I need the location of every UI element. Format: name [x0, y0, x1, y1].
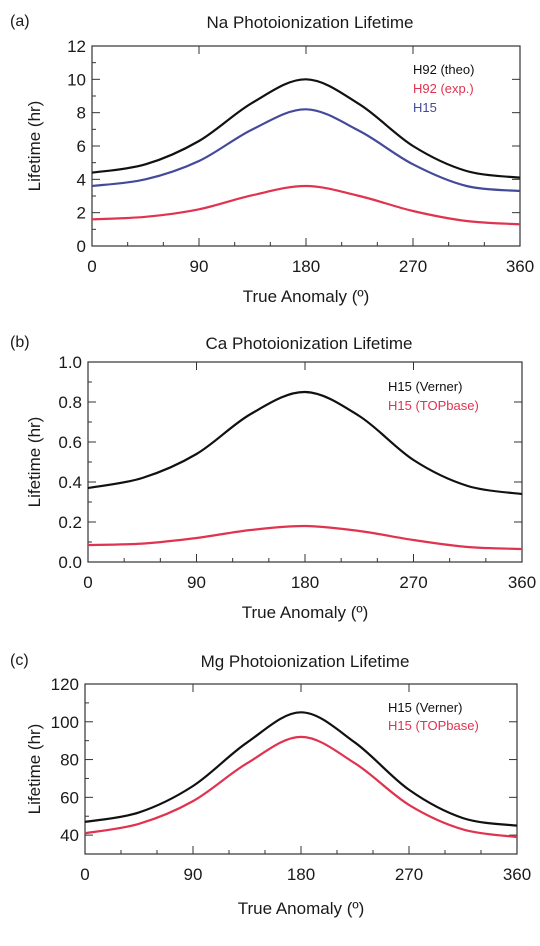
panel-label: (b)	[10, 334, 30, 351]
panel-label: (c)	[10, 652, 29, 669]
x-tick-label: 360	[506, 257, 534, 276]
legend-item: H15 (Verner)	[388, 379, 462, 394]
y-tick-label: 1.0	[58, 353, 82, 372]
panel-label: (a)	[10, 13, 30, 30]
y-tick-label: 10	[67, 70, 86, 89]
x-tick-label: 270	[395, 865, 423, 884]
y-tick-label: 80	[60, 751, 79, 770]
chart-title: Ca Photoionization Lifetime	[206, 334, 413, 353]
chart-panel-2: (b) Ca Photoionization Lifetime 0.0 0.2 0.4 0…	[10, 334, 536, 622]
x-tick-label: 0	[87, 257, 96, 276]
x-tick-label: 90	[190, 257, 209, 276]
x-tick-label: 180	[291, 573, 319, 592]
chart-title: Mg Photoionization Lifetime	[201, 652, 410, 671]
x-tick-label: 0	[83, 573, 92, 592]
y-tick-label: 12	[67, 37, 86, 56]
x-tick-label: 90	[187, 573, 206, 592]
series-line-3	[91, 108, 521, 193]
x-tick-label: 270	[399, 573, 427, 592]
chart-title: Na Photoionization Lifetime	[207, 13, 414, 32]
x-axis-title: True Anomaly (º)	[242, 603, 369, 622]
chart-panel-1: (a) Na Photoionization Lifetime 0 2 4 6 8 10 12 0…	[10, 13, 534, 306]
y-tick-label: 0	[77, 237, 86, 256]
legend-item: H15 (TOPbase)	[388, 718, 479, 733]
x-tick-label: 0	[80, 865, 89, 884]
y-tick-label: 100	[51, 713, 79, 732]
x-tick-label: 180	[292, 257, 320, 276]
x-axis-title: True Anomaly (º)	[243, 287, 370, 306]
y-tick-label: 0.8	[58, 393, 82, 412]
series-line-2	[84, 735, 518, 839]
x-tick-label: 180	[287, 865, 315, 884]
y-tick-label: 120	[51, 675, 79, 694]
y-tick-label: 6	[77, 137, 86, 156]
y-tick-label: 2	[77, 204, 86, 223]
series-line-1	[84, 711, 518, 827]
chart-panel-3: (c) Mg Photoionization Lifetime 40 60 80 100 1…	[10, 652, 531, 918]
y-axis-title: Lifetime (hr)	[25, 724, 44, 815]
legend-item: H15	[413, 100, 437, 115]
x-tick-label: 360	[508, 573, 536, 592]
x-axis-title: True Anomaly (º)	[238, 899, 365, 918]
legend-item: H92 (exp.)	[413, 81, 474, 96]
legend-item: H92 (theo)	[413, 62, 474, 77]
y-tick-label: 40	[60, 826, 79, 845]
legend-item: H15 (TOPbase)	[388, 398, 479, 413]
series-line-1	[87, 390, 523, 496]
y-tick-label: 8	[77, 104, 86, 123]
y-tick-label: 0.4	[58, 473, 82, 492]
y-axis-title: Lifetime (hr)	[25, 101, 44, 192]
series-line-2	[91, 184, 521, 226]
x-tick-label: 90	[184, 865, 203, 884]
y-tick-label: 0.2	[58, 513, 82, 532]
y-tick-label: 60	[60, 788, 79, 807]
y-tick-label: 0.6	[58, 433, 82, 452]
series-line-2	[87, 524, 523, 551]
x-tick-label: 270	[399, 257, 427, 276]
x-tick-label: 360	[503, 865, 531, 884]
series-line-1	[91, 78, 521, 179]
y-tick-label: 4	[77, 170, 86, 189]
legend-item: H15 (Verner)	[388, 700, 462, 715]
y-tick-label: 0.0	[58, 553, 82, 572]
y-axis-title: Lifetime (hr)	[25, 417, 44, 508]
